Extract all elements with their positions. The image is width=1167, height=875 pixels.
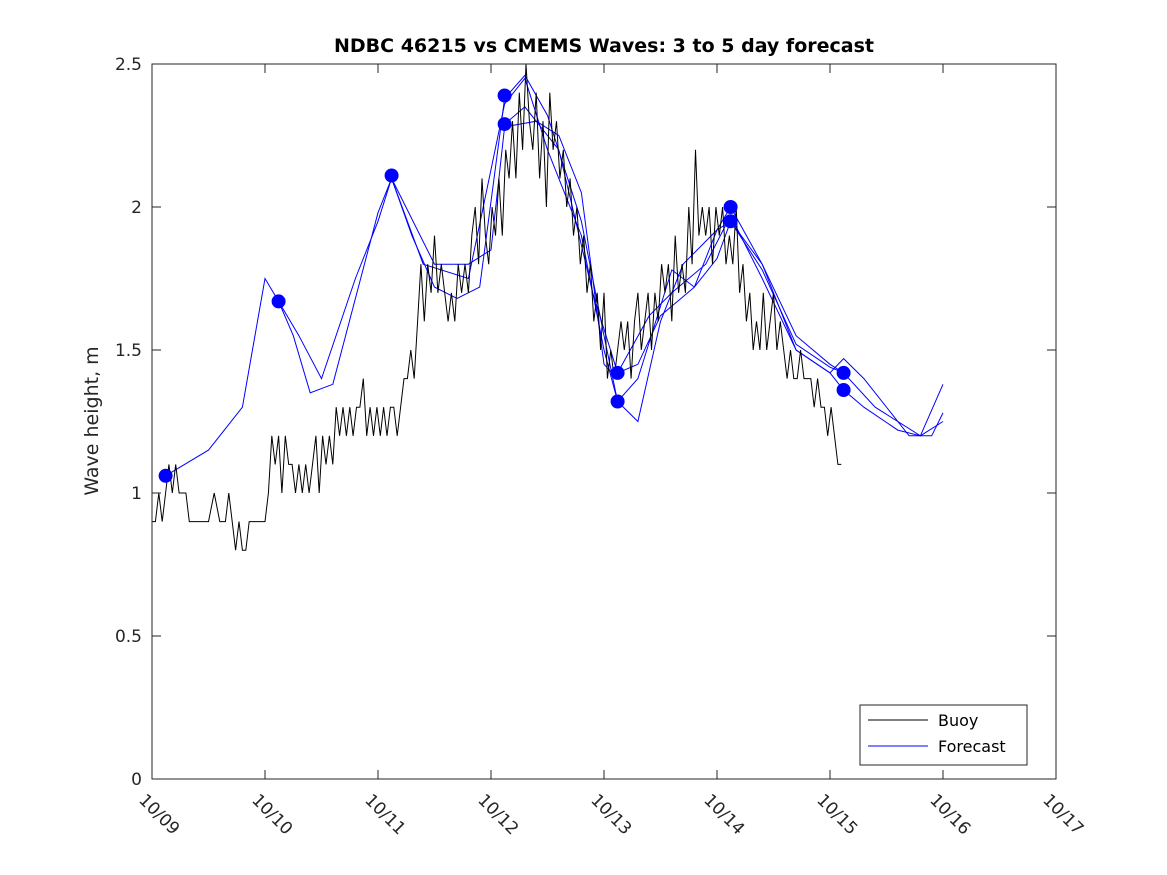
legend: Buoy Forecast [859, 704, 1028, 766]
forecast-marker-4 [497, 88, 512, 103]
buoy-line [152, 63, 842, 551]
forecast-marker-1 [158, 468, 173, 483]
legend-forecast-label: Forecast [938, 737, 1006, 756]
chart-title: NDBC 46215 vs CMEMS Waves: 3 to 5 day fo… [334, 35, 874, 57]
y-tick-label-1: 0.5 [115, 627, 142, 647]
y-tick-label-5: 2.5 [115, 55, 142, 75]
forecast-marker-10 [836, 365, 851, 380]
y-tick-label-3: 1.5 [115, 341, 142, 361]
y-tick-label-0: 0 [131, 770, 142, 790]
forecast-marker-8 [723, 200, 738, 214]
forecast-line-5 [617, 220, 944, 437]
forecast-marker-2 [271, 294, 286, 309]
legend-box [859, 704, 1028, 766]
y-axis-label: Wave height, m [81, 346, 103, 495]
forecast-line-3 [391, 74, 844, 423]
y-tick-label-4: 2 [131, 198, 142, 218]
legend-buoy-label: Buoy [938, 711, 978, 730]
forecast-marker-7 [610, 394, 625, 409]
plot-area [152, 64, 1056, 779]
forecast-marker-9 [723, 214, 738, 229]
forecast-marker-3 [384, 168, 399, 183]
marker-layer [158, 88, 851, 483]
forecast-marker-11 [836, 383, 851, 397]
forecast-line-2 [278, 77, 732, 403]
y-tick-label-2: 1 [131, 484, 142, 504]
forecast-marker-5 [497, 117, 512, 132]
forecast-marker-6 [610, 365, 625, 380]
